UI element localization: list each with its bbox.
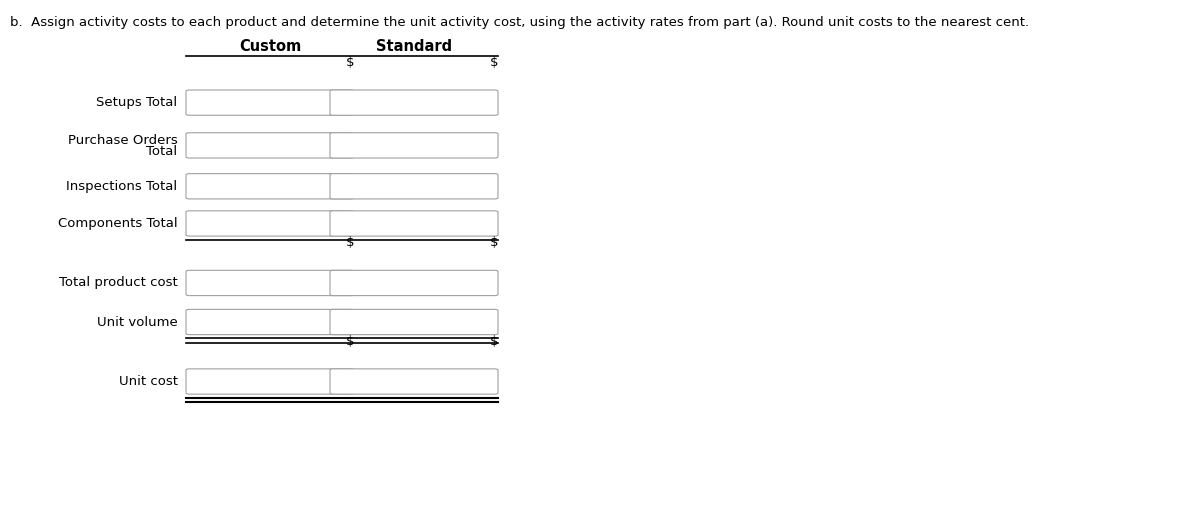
- Text: Inspections Total: Inspections Total: [66, 180, 178, 193]
- FancyBboxPatch shape: [186, 270, 354, 296]
- FancyBboxPatch shape: [330, 309, 498, 335]
- Text: Components Total: Components Total: [58, 217, 178, 230]
- Text: $: $: [490, 335, 499, 347]
- FancyBboxPatch shape: [330, 270, 498, 296]
- FancyBboxPatch shape: [186, 174, 354, 199]
- Text: Setups Total: Setups Total: [96, 96, 178, 109]
- Text: Unit volume: Unit volume: [97, 316, 178, 328]
- Text: b.  Assign activity costs to each product and determine the unit activity cost, : b. Assign activity costs to each product…: [10, 16, 1028, 29]
- Text: Custom: Custom: [239, 39, 301, 54]
- FancyBboxPatch shape: [186, 369, 354, 394]
- Text: $: $: [346, 335, 355, 347]
- FancyBboxPatch shape: [186, 309, 354, 335]
- Text: Total product cost: Total product cost: [59, 277, 178, 289]
- Text: $: $: [490, 236, 499, 249]
- FancyBboxPatch shape: [330, 90, 498, 115]
- Text: $: $: [346, 236, 355, 249]
- Text: Total: Total: [146, 145, 178, 158]
- Text: $: $: [346, 56, 355, 69]
- FancyBboxPatch shape: [186, 90, 354, 115]
- FancyBboxPatch shape: [186, 211, 354, 236]
- Text: Unit cost: Unit cost: [119, 375, 178, 388]
- FancyBboxPatch shape: [186, 133, 354, 158]
- Text: $: $: [490, 56, 499, 69]
- FancyBboxPatch shape: [330, 174, 498, 199]
- Text: Standard: Standard: [376, 39, 452, 54]
- FancyBboxPatch shape: [330, 133, 498, 158]
- FancyBboxPatch shape: [330, 369, 498, 394]
- Text: Purchase Orders: Purchase Orders: [68, 134, 178, 147]
- FancyBboxPatch shape: [330, 211, 498, 236]
